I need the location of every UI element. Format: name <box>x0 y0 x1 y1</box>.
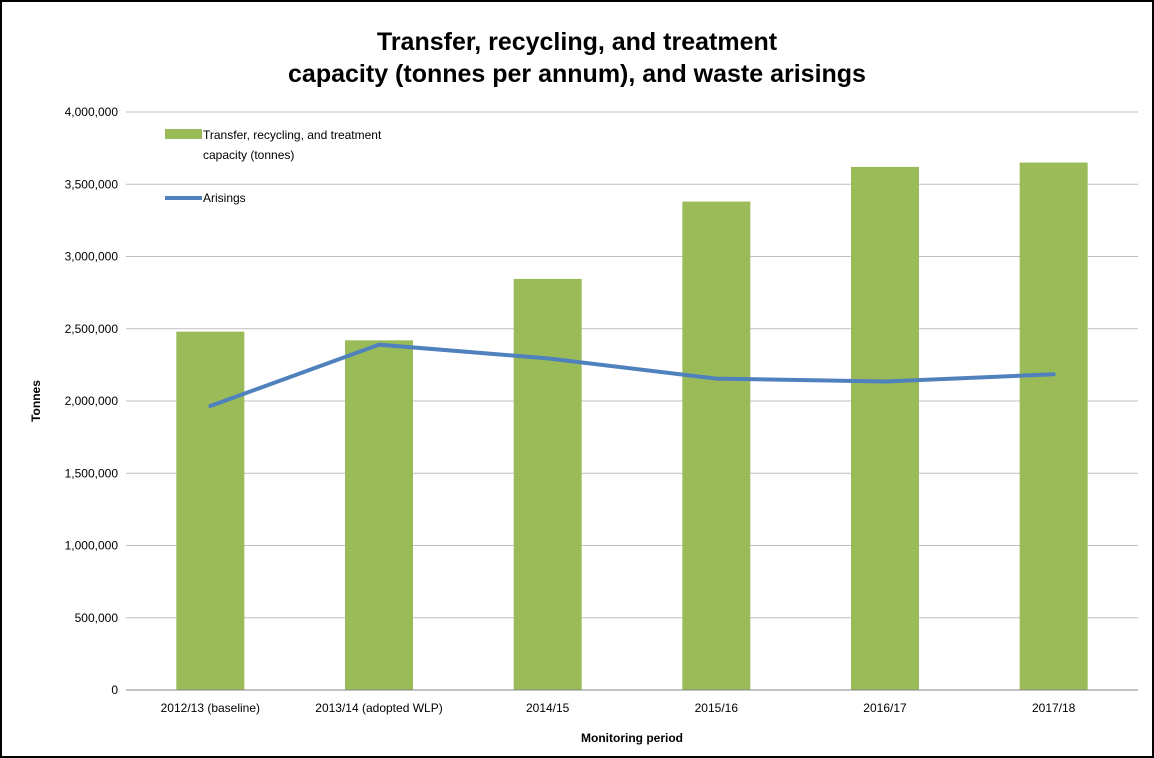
line-series <box>208 342 1056 409</box>
x-tick-label: 2012/13 (baseline) <box>161 701 260 715</box>
arisings-line <box>208 342 1056 409</box>
x-axis-title: Monitoring period <box>581 731 683 745</box>
chart-title-line2: capacity (tonnes per annum), and waste a… <box>288 60 866 88</box>
bar <box>682 201 751 690</box>
bar-series <box>176 162 1088 690</box>
bar <box>851 166 919 690</box>
legend-label-capacity-line1: Transfer, recycling, and treatment <box>203 128 382 142</box>
y-tick-label: 3,500,000 <box>65 177 119 191</box>
bar <box>345 340 413 690</box>
x-axis-ticks: 2012/13 (baseline) 2013/14 (adopted WLP) 2… <box>161 701 1076 715</box>
y-axis-title: Tonnes <box>29 380 43 422</box>
x-tick-label: 2015/16 <box>695 701 739 715</box>
y-tick-label: 3,000,000 <box>65 250 119 264</box>
x-tick-label: 2013/14 (adopted WLP) <box>315 701 442 715</box>
legend-swatch-capacity <box>165 129 202 139</box>
bar <box>513 278 582 690</box>
legend-label-arisings: Arisings <box>203 191 246 205</box>
bar <box>176 331 245 690</box>
y-tick-label: 0 <box>111 683 118 697</box>
legend: Transfer, recycling, and treatment capac… <box>165 128 382 205</box>
x-tick-label: 2014/15 <box>526 701 570 715</box>
y-tick-label: 500,000 <box>75 611 119 625</box>
gridlines <box>126 111 1138 619</box>
x-tick-label: 2016/17 <box>863 701 907 715</box>
bar <box>1019 162 1088 690</box>
y-tick-label: 4,000,000 <box>65 105 119 119</box>
chart-title-line1: Transfer, recycling, and treatment <box>376 28 778 56</box>
legend-label-capacity-line2: capacity (tonnes) <box>203 148 294 162</box>
y-tick-label: 1,000,000 <box>65 539 119 553</box>
y-axis-ticks: 0 500,000 1,000,000 1,500,000 2,000,000 2,500… <box>65 105 119 697</box>
y-tick-label: 2,000,000 <box>65 394 119 408</box>
y-tick-label: 2,500,000 <box>65 322 119 336</box>
x-tick-label: 2017/18 <box>1032 701 1076 715</box>
y-tick-label: 1,500,000 <box>65 466 119 480</box>
